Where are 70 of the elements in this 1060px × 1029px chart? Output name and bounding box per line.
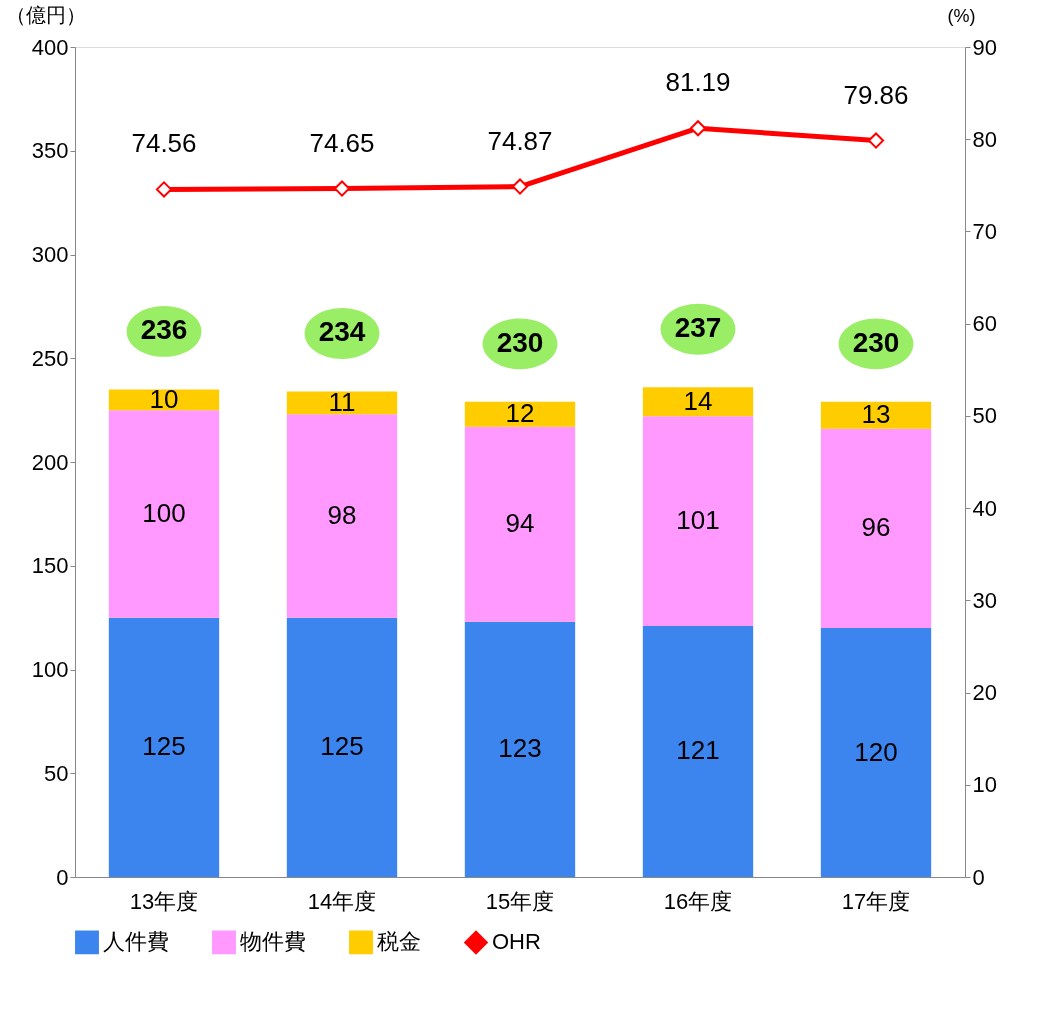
data-label: 98 xyxy=(327,499,357,530)
data-label: 100 xyxy=(142,497,186,528)
data-label: 101 xyxy=(676,505,720,536)
x-tick-label: 13年度 xyxy=(129,888,199,914)
legend-label: 人件費 xyxy=(103,929,169,955)
bar xyxy=(464,401,576,427)
x-tick-label: 16年度 xyxy=(663,888,733,914)
x-tick-label: 15年度 xyxy=(485,888,555,914)
total-label: 230 xyxy=(852,326,900,358)
data-label: 13 xyxy=(861,399,891,430)
bar xyxy=(820,428,932,628)
y2-axis-title: (%) xyxy=(947,5,976,26)
data-label: 14 xyxy=(683,385,713,416)
y-tick-label: 400 xyxy=(31,34,69,60)
y2-tick-label: 60 xyxy=(972,311,997,337)
data-label: 12 xyxy=(505,398,535,429)
bar xyxy=(286,617,398,877)
bar xyxy=(642,416,754,626)
y2-tick-label: 20 xyxy=(972,680,997,706)
x-tick-label: 17年度 xyxy=(841,888,911,914)
y-tick-label: 250 xyxy=(31,345,69,371)
y2-tick-label: 40 xyxy=(972,495,997,521)
bar xyxy=(642,387,754,417)
y2-tick-label: 30 xyxy=(972,587,997,613)
data-label: 123 xyxy=(498,733,542,764)
data-label: 10 xyxy=(149,383,179,414)
bar xyxy=(464,621,576,877)
data-label: 74.87 xyxy=(487,125,553,156)
data-label: 79.86 xyxy=(843,79,909,110)
bar xyxy=(286,391,398,415)
y-tick-label: 300 xyxy=(31,242,69,267)
total-label: 230 xyxy=(496,326,544,358)
bar xyxy=(464,426,576,622)
total-label: 237 xyxy=(674,312,722,344)
bar xyxy=(108,617,220,877)
bar xyxy=(108,410,220,618)
data-label: 94 xyxy=(505,508,535,539)
y-tick-label: 0 xyxy=(56,864,69,890)
data-label: 81.19 xyxy=(665,67,731,98)
data-label: 96 xyxy=(861,512,891,543)
y-tick-label: 150 xyxy=(31,553,69,579)
legend-label: 税金 xyxy=(377,929,421,955)
y2-tick-label: 80 xyxy=(972,126,997,152)
x-tick-label: 14年度 xyxy=(307,888,377,914)
y-axis-title: （億円） xyxy=(5,3,86,26)
bar xyxy=(820,628,932,877)
y-tick-label: 350 xyxy=(31,138,69,164)
legend-label: OHR xyxy=(492,929,541,955)
y2-tick-label: 70 xyxy=(972,218,997,244)
y2-tick-label: 0 xyxy=(972,864,985,890)
y-tick-label: 50 xyxy=(44,760,69,786)
data-label: 120 xyxy=(854,736,898,767)
bar xyxy=(286,414,398,618)
bar xyxy=(642,625,754,877)
y-tick-label: 200 xyxy=(31,449,69,475)
data-label: 125 xyxy=(320,731,364,762)
y2-tick-label: 90 xyxy=(972,34,997,60)
y2-tick-label: 50 xyxy=(972,403,997,429)
y2-tick-label: 10 xyxy=(972,772,997,798)
data-label: 74.65 xyxy=(309,127,375,158)
total-label: 234 xyxy=(318,316,366,348)
total-label: 236 xyxy=(140,314,188,346)
y-tick-label: 100 xyxy=(31,657,69,682)
data-label: 121 xyxy=(676,735,720,766)
data-label: 74.56 xyxy=(131,128,197,159)
bar xyxy=(820,401,932,429)
bar xyxy=(108,389,220,411)
legend-label: 物件費 xyxy=(240,929,306,955)
data-label: 125 xyxy=(142,731,186,762)
data-label: 11 xyxy=(328,386,356,417)
